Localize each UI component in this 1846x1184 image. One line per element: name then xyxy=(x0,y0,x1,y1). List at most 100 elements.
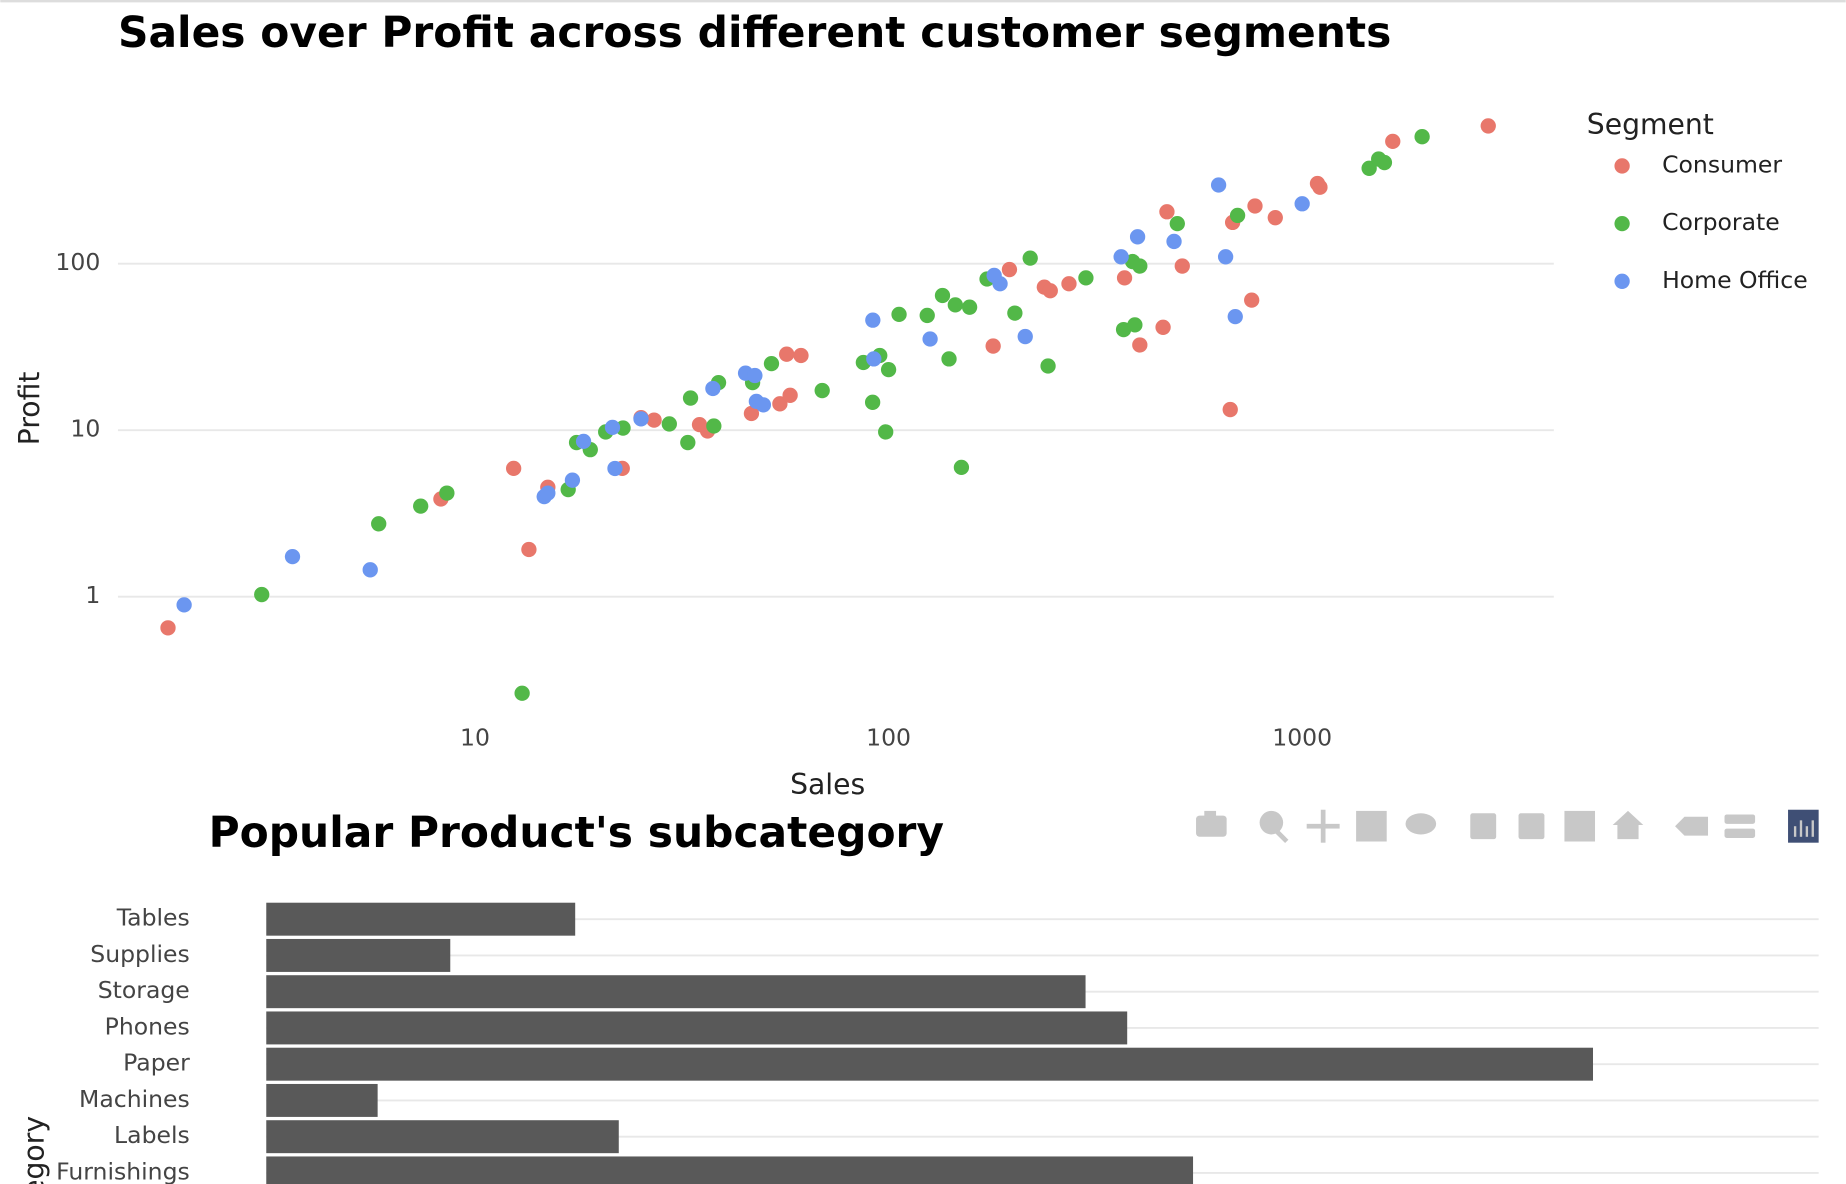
scatter-point xyxy=(607,460,623,477)
scatter-point xyxy=(947,297,963,313)
legend-marker xyxy=(1614,158,1630,174)
zoom-icon[interactable] xyxy=(1259,810,1289,844)
scatter-point xyxy=(1247,198,1263,214)
scatter-point xyxy=(1155,319,1171,335)
scatter-point xyxy=(176,597,192,613)
box-select-icon[interactable] xyxy=(1356,810,1387,842)
scatter-point xyxy=(961,299,978,315)
y-axis-title: Category xyxy=(18,1116,51,1184)
scatter-point xyxy=(1040,358,1056,374)
autoscale-icon[interactable] xyxy=(1564,810,1596,842)
y-tick-label: Labels xyxy=(114,1121,190,1149)
scatter-point xyxy=(755,397,772,413)
scatter-point xyxy=(439,485,455,501)
scatter-point xyxy=(793,347,809,364)
scatter-chart: Sales over Profit across different custo… xyxy=(13,8,1808,801)
reset-icon[interactable] xyxy=(1612,810,1644,840)
scatter-point xyxy=(521,541,537,558)
scatter-point xyxy=(1294,196,1310,212)
legend-marker xyxy=(1614,273,1630,289)
scatter-point xyxy=(1116,270,1133,286)
bar xyxy=(266,975,1086,1009)
pan-icon[interactable] xyxy=(1306,809,1340,843)
scatter-point xyxy=(1169,215,1185,232)
scatter-point xyxy=(1127,317,1143,333)
scatter-point xyxy=(1001,261,1018,278)
scatter-point xyxy=(1312,179,1328,195)
plotly-logo[interactable] xyxy=(1788,809,1819,843)
scatter-point xyxy=(564,472,581,488)
scatter-point xyxy=(540,485,556,501)
zoom-out-icon[interactable] xyxy=(1518,813,1545,840)
scatter-point xyxy=(866,351,882,367)
scatter-point xyxy=(1267,210,1283,226)
x-tick-label: 1000 xyxy=(1272,724,1332,752)
scatter-point xyxy=(953,459,970,476)
camera-icon[interactable] xyxy=(1196,810,1227,837)
scatter-point xyxy=(1166,233,1182,250)
scatter-point xyxy=(682,390,699,406)
y-tick-label: 1 xyxy=(85,581,100,609)
x-tick-label: 100 xyxy=(866,724,911,752)
scatter-point xyxy=(1227,308,1243,325)
y-tick-label: Storage xyxy=(98,976,190,1004)
scatter-point xyxy=(1244,292,1260,308)
scatter-point xyxy=(505,460,522,476)
legend-label: Corporate xyxy=(1662,208,1780,236)
bar xyxy=(266,1083,378,1117)
y-tick-label: Furnishings xyxy=(56,1157,190,1184)
scatter-point xyxy=(814,382,830,399)
scatter-point xyxy=(1385,133,1401,150)
scatter-point xyxy=(992,276,1008,292)
x-tick-label: 10 xyxy=(460,724,490,752)
legend-title: Segment xyxy=(1587,108,1714,141)
scatter-point xyxy=(1113,249,1129,265)
y-tick-label: Machines xyxy=(79,1085,190,1113)
scatter-point xyxy=(1174,258,1190,274)
scatter-point xyxy=(646,412,662,428)
scatter-point xyxy=(1078,270,1094,286)
scatter-point xyxy=(779,346,795,362)
y-tick-label: Phones xyxy=(105,1012,190,1040)
scatter-point xyxy=(985,338,1001,354)
zoom-in-icon[interactable] xyxy=(1470,813,1497,840)
scatter-point xyxy=(1132,337,1148,353)
scatter-point xyxy=(922,331,938,347)
scatter-point xyxy=(1007,305,1023,321)
scatter-point xyxy=(362,562,378,578)
scatter-point xyxy=(1017,328,1033,345)
scatter-point xyxy=(878,424,894,440)
bar xyxy=(266,938,451,972)
scatter-point xyxy=(706,418,722,434)
scatter-point xyxy=(1414,129,1430,145)
modebar xyxy=(1196,809,1819,844)
scatter-point xyxy=(1132,258,1148,274)
scatter-point xyxy=(865,312,881,328)
scatter-point xyxy=(1210,177,1227,193)
y-tick-label: 100 xyxy=(55,248,100,276)
scatter-point xyxy=(1022,250,1038,266)
scatter-point xyxy=(661,416,677,432)
legend-marker xyxy=(1614,215,1630,232)
y-tick-label: Supplies xyxy=(90,940,189,968)
scatter-point xyxy=(880,362,897,378)
lasso-icon[interactable] xyxy=(1405,813,1437,835)
spike-icon[interactable] xyxy=(1675,816,1709,836)
scatter-point xyxy=(604,419,621,436)
chart-title: Popular Product's subcategory xyxy=(209,808,944,857)
scatter-point xyxy=(705,380,721,397)
legend-label: Consumer xyxy=(1662,150,1782,178)
scatter-point xyxy=(772,396,788,412)
scatter-point xyxy=(284,548,301,565)
scatter-point xyxy=(743,405,760,422)
scatter-point xyxy=(864,394,881,410)
y-tick-label: Paper xyxy=(123,1049,190,1077)
scatter-point xyxy=(1480,118,1496,134)
scatter-point xyxy=(160,620,176,636)
scatter-point xyxy=(782,387,798,403)
bar xyxy=(266,1047,1594,1081)
compare-icon[interactable] xyxy=(1724,814,1756,838)
scatter-point xyxy=(575,433,592,450)
bar xyxy=(266,1120,619,1154)
scatter-point xyxy=(747,367,763,384)
